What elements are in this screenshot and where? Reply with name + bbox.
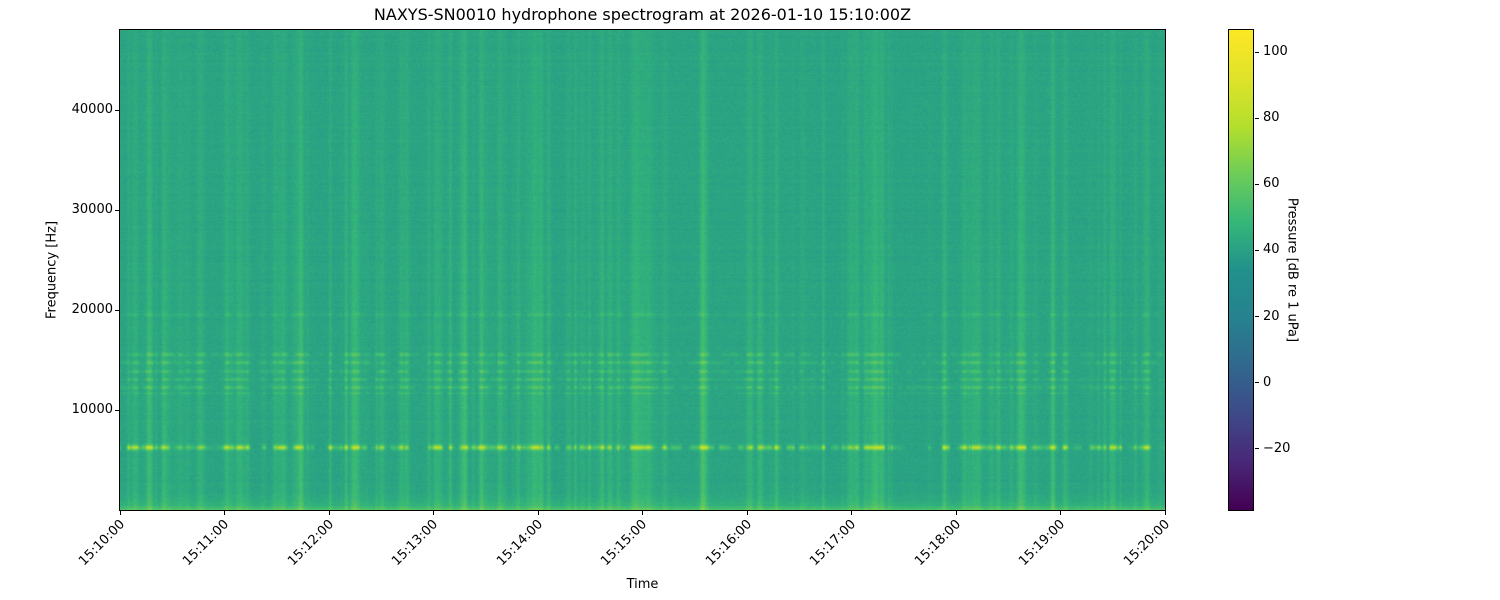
y-tick-mark (115, 409, 119, 411)
x-tick-mark (328, 511, 330, 515)
colorbar-tick-mark (1255, 316, 1259, 318)
x-tick-mark (746, 511, 748, 515)
colorbar-label: Pressure [dB re 1 uPa] (1284, 197, 1300, 343)
colorbar-tick-label: 0 (1263, 374, 1272, 390)
y-tick-mark (115, 309, 119, 311)
colorbar-tick-mark (1255, 382, 1259, 384)
colorbar-tick-mark (1255, 51, 1259, 53)
x-tick-label: 15:15:00 (598, 517, 651, 569)
colorbar-tick-mark (1255, 117, 1259, 119)
colorbar-tick-label: −20 (1263, 440, 1291, 456)
colorbar-tick-label: 20 (1263, 308, 1280, 324)
y-tick-mark (115, 209, 119, 211)
colorbar-tick-label: 40 (1263, 242, 1280, 258)
colorbar-border (1228, 29, 1254, 511)
colorbar-tick-mark (1255, 183, 1259, 185)
plot-border (119, 29, 1166, 511)
x-tick-mark (119, 511, 121, 515)
x-tick-label: 15:14:00 (493, 517, 546, 569)
x-tick-label: 15:13:00 (389, 517, 442, 569)
x-tick-mark (1060, 511, 1061, 515)
y-tick-label: 40000 (71, 102, 113, 117)
colorbar-tick-label: 100 (1263, 44, 1288, 60)
colorbar-gradient (1229, 30, 1253, 510)
x-tick-label: 15:16:00 (702, 517, 755, 569)
x-tick-label: 15:11:00 (180, 517, 233, 569)
x-tick-mark (955, 511, 957, 515)
spectrogram-heatmap (120, 30, 1165, 510)
x-tick-label: 15:18:00 (911, 517, 964, 569)
x-tick-label: 15:10:00 (75, 517, 128, 569)
x-tick-mark (224, 511, 225, 515)
colorbar-tick-label: 80 (1263, 110, 1280, 126)
colorbar-tick-mark (1255, 249, 1259, 251)
colorbar-tick-mark (1255, 448, 1259, 450)
x-tick-mark (433, 511, 434, 515)
y-tick-label: 10000 (71, 402, 113, 417)
colorbar-tick-label: 60 (1263, 176, 1280, 192)
chart-title: NAXYS-SN0010 hydrophone spectrogram at 2… (373, 5, 912, 24)
x-tick-label: 15:17:00 (807, 517, 860, 569)
x-axis-label: Time (626, 577, 659, 592)
x-tick-mark (1164, 511, 1166, 515)
x-tick-label: 15:12:00 (284, 517, 337, 569)
y-tick-label: 30000 (71, 202, 113, 217)
x-tick-mark (537, 511, 539, 515)
y-tick-label: 20000 (71, 302, 113, 317)
x-tick-mark (851, 511, 852, 515)
y-tick-mark (115, 109, 119, 111)
x-tick-label: 15:20:00 (1120, 517, 1173, 569)
x-tick-mark (642, 511, 643, 515)
x-tick-label: 15:19:00 (1016, 517, 1069, 569)
